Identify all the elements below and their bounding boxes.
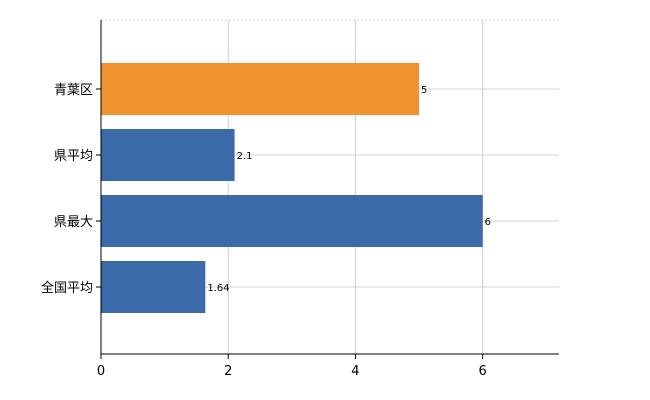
axis-layer [96,20,559,359]
data-label: 6 [485,217,491,228]
bar [101,261,206,313]
bar [101,129,235,181]
bar-layer [101,63,483,313]
category-label: 青葉区 [54,83,93,98]
x-tick-label: 2 [224,364,232,379]
category-label: 県平均 [54,149,93,164]
bar [101,195,483,247]
data-label: 5 [421,85,427,96]
data-label: 1.64 [207,283,229,294]
x-tick-label: 0 [97,364,105,379]
label-layer: 0 2 4 6 青葉区 5 県平均 2.1 県最大 6 全国平均 1.64 [41,83,491,379]
data-label: 2.1 [237,151,253,162]
category-label: 県最大 [54,215,93,230]
bar [101,63,420,115]
x-tick-label: 6 [479,364,487,379]
category-label: 全国平均 [41,280,93,296]
x-tick-label: 4 [351,364,359,379]
